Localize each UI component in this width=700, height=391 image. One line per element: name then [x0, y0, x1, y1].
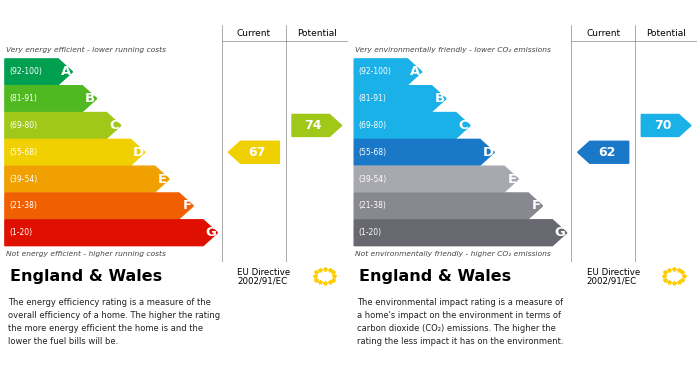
Polygon shape	[5, 113, 121, 138]
Text: Current: Current	[237, 29, 271, 38]
Text: C: C	[110, 119, 119, 132]
Text: (21-38): (21-38)	[9, 201, 37, 210]
Text: (92-100): (92-100)	[358, 67, 391, 76]
Text: (21-38): (21-38)	[358, 201, 386, 210]
Text: England & Wales: England & Wales	[10, 269, 162, 283]
Text: E: E	[508, 172, 517, 186]
Polygon shape	[354, 139, 494, 165]
Polygon shape	[228, 141, 279, 163]
Text: Energy Efficiency Rating: Energy Efficiency Rating	[10, 6, 193, 19]
Text: 67: 67	[248, 146, 266, 159]
Text: G: G	[555, 226, 566, 239]
Text: (39-54): (39-54)	[9, 175, 37, 184]
Text: Current: Current	[586, 29, 620, 38]
Text: 2002/91/EC: 2002/91/EC	[237, 276, 288, 285]
Text: EU Directive: EU Directive	[237, 268, 290, 277]
Text: F: F	[531, 199, 540, 212]
Polygon shape	[5, 59, 73, 85]
Text: Very energy efficient - lower running costs: Very energy efficient - lower running co…	[6, 47, 166, 53]
Text: D: D	[133, 146, 144, 159]
Text: Not environmentally friendly - higher CO₂ emissions: Not environmentally friendly - higher CO…	[355, 251, 551, 257]
Polygon shape	[5, 193, 193, 219]
Text: (1-20): (1-20)	[358, 228, 382, 237]
Polygon shape	[578, 141, 629, 163]
Text: C: C	[459, 119, 468, 132]
Text: 70: 70	[654, 119, 671, 132]
Text: F: F	[182, 199, 191, 212]
Polygon shape	[292, 115, 342, 136]
Text: (55-68): (55-68)	[358, 148, 386, 157]
Text: The environmental impact rating is a measure of
a home's impact on the environme: The environmental impact rating is a mea…	[357, 298, 564, 346]
Text: (69-80): (69-80)	[9, 121, 37, 130]
Text: Environmental Impact (CO₂) Rating: Environmental Impact (CO₂) Rating	[359, 6, 621, 19]
Text: (81-91): (81-91)	[358, 94, 386, 103]
Text: E: E	[158, 172, 167, 186]
Polygon shape	[5, 139, 145, 165]
Polygon shape	[354, 86, 446, 111]
Text: A: A	[410, 65, 421, 78]
Text: B: B	[435, 92, 444, 105]
Text: (81-91): (81-91)	[9, 94, 37, 103]
Polygon shape	[354, 113, 470, 138]
Text: Potential: Potential	[646, 29, 686, 38]
Text: B: B	[85, 92, 95, 105]
Text: The energy efficiency rating is a measure of the
overall efficiency of a home. T: The energy efficiency rating is a measur…	[8, 298, 220, 346]
Text: England & Wales: England & Wales	[359, 269, 511, 283]
Text: A: A	[61, 65, 71, 78]
Polygon shape	[354, 166, 519, 192]
Text: G: G	[206, 226, 216, 239]
Polygon shape	[5, 220, 218, 246]
Polygon shape	[354, 193, 542, 219]
Polygon shape	[354, 59, 422, 85]
Text: Very environmentally friendly - lower CO₂ emissions: Very environmentally friendly - lower CO…	[355, 47, 551, 53]
Text: 62: 62	[598, 146, 615, 159]
Text: (39-54): (39-54)	[358, 175, 386, 184]
Text: Not energy efficient - higher running costs: Not energy efficient - higher running co…	[6, 251, 165, 257]
Polygon shape	[5, 86, 97, 111]
Text: 74: 74	[304, 119, 322, 132]
Text: (55-68): (55-68)	[9, 148, 37, 157]
Polygon shape	[641, 115, 691, 136]
Text: D: D	[482, 146, 493, 159]
Text: Potential: Potential	[297, 29, 337, 38]
Text: EU Directive: EU Directive	[587, 268, 640, 277]
Polygon shape	[5, 166, 169, 192]
Polygon shape	[354, 220, 567, 246]
Text: (92-100): (92-100)	[9, 67, 42, 76]
Text: (1-20): (1-20)	[9, 228, 32, 237]
Text: (69-80): (69-80)	[358, 121, 386, 130]
Text: 2002/91/EC: 2002/91/EC	[587, 276, 637, 285]
